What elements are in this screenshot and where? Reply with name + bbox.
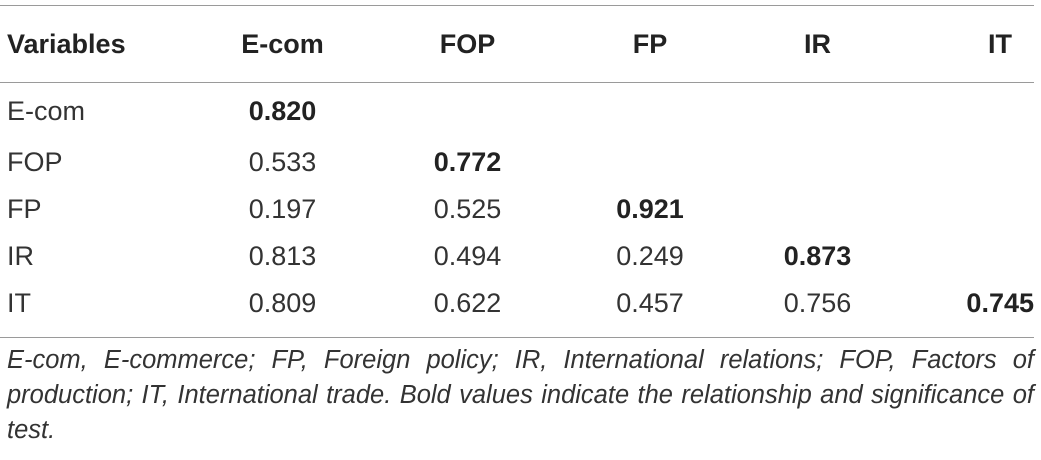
table-cell: 0.873 xyxy=(783,241,852,271)
table-cell: 0.249 xyxy=(616,241,684,271)
table-cell xyxy=(900,186,1034,233)
header-fop: FOP xyxy=(439,28,496,59)
table-cell xyxy=(900,139,1034,186)
header-variables: Variables xyxy=(7,28,126,59)
table-row: IR 0.813 0.494 0.249 0.873 xyxy=(0,233,1034,280)
table-header-rule xyxy=(0,82,1034,83)
table-row: IT 0.809 0.622 0.457 0.756 0.745 xyxy=(0,280,1034,327)
table-cell: 0.820 xyxy=(248,96,317,126)
table-cell xyxy=(900,233,1034,280)
table-cell xyxy=(565,139,735,186)
row-label: IT xyxy=(7,288,31,318)
row-label: FP xyxy=(7,194,42,224)
table-cell: 0.772 xyxy=(433,147,502,177)
table-cell: 0.525 xyxy=(433,194,502,224)
table-cell: 0.622 xyxy=(433,288,502,318)
table-cell: 0.756 xyxy=(783,288,852,318)
table-top-rule xyxy=(0,5,1034,6)
table-cell: 0.494 xyxy=(433,241,502,271)
table-cell xyxy=(735,186,900,233)
table-cell xyxy=(900,82,1034,139)
table-footnote: E-com, E-commerce; FP, Foreign policy; I… xyxy=(7,346,1034,444)
table-cell: 0.809 xyxy=(248,288,317,318)
table-row: E-com 0.820 xyxy=(0,82,1034,139)
header-ir: IR xyxy=(804,28,831,59)
table-row: FP 0.197 0.525 0.921 xyxy=(0,186,1034,233)
table-cell: 0.533 xyxy=(248,147,317,177)
table-cell xyxy=(735,82,900,139)
header-it: IT xyxy=(988,28,1012,59)
table-cell: 0.745 xyxy=(966,288,1034,318)
row-label: IR xyxy=(7,241,34,271)
discriminant-validity-table: Variables E-com FOP FP IR IT E-com 0.820… xyxy=(0,6,1034,327)
table-cell: 0.921 xyxy=(616,194,684,224)
table-cell xyxy=(370,82,565,139)
header-e-com: E-com xyxy=(241,28,324,59)
row-label: FOP xyxy=(7,147,63,177)
table-cell xyxy=(565,82,735,139)
header-fp: FP xyxy=(632,28,668,59)
table-cell: 0.457 xyxy=(616,288,684,318)
row-label: E-com xyxy=(7,96,86,126)
table-row: FOP 0.533 0.772 xyxy=(0,139,1034,186)
table-cell: 0.197 xyxy=(248,194,317,224)
table-cell: 0.813 xyxy=(248,241,317,271)
table-cell xyxy=(735,139,900,186)
table-bottom-rule xyxy=(0,337,1034,338)
table-header-row: Variables E-com FOP FP IR IT xyxy=(0,6,1034,82)
